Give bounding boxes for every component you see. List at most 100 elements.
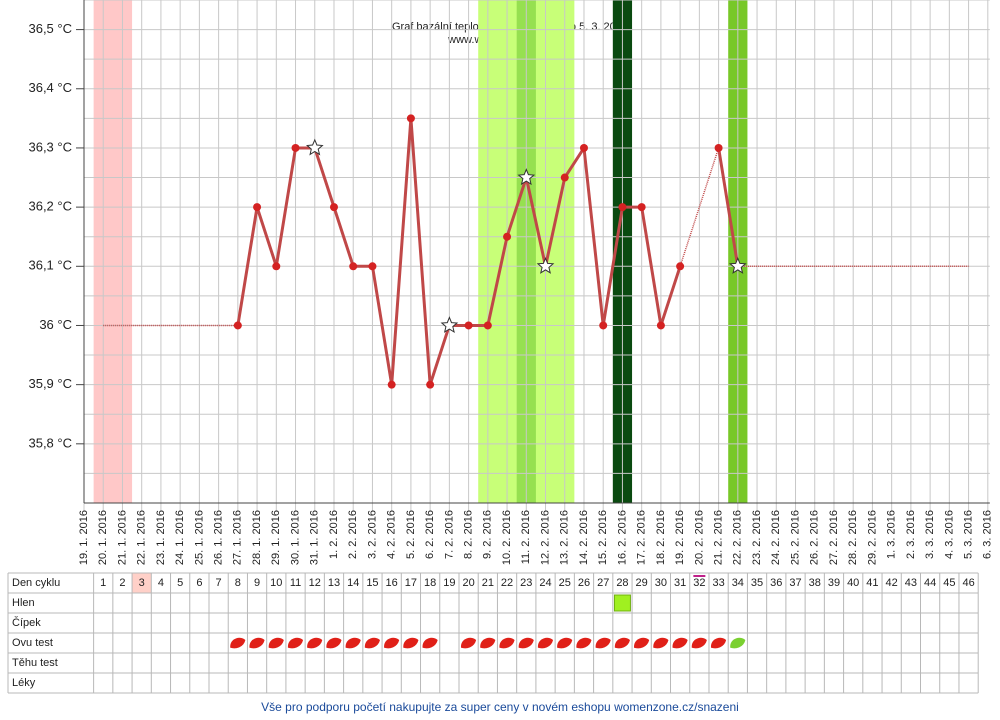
- cycle-day: 39: [828, 577, 840, 589]
- data-point: [426, 380, 435, 389]
- star-point: [517, 168, 536, 186]
- x-tick-label: 3. 2. 2016: [366, 510, 378, 559]
- x-tick-label: 6. 3. 2016: [982, 510, 994, 559]
- row-label: Těhu test: [12, 657, 58, 669]
- ovu-test-icon: [267, 637, 285, 650]
- data-point: [406, 114, 415, 123]
- data-point: [560, 173, 569, 182]
- ovu-test-icon: [652, 637, 670, 650]
- x-tick-label: 15. 2. 2016: [597, 510, 609, 565]
- cycle-day: 37: [789, 577, 801, 589]
- x-tick-label: 19. 2. 2016: [674, 510, 686, 565]
- cycle-day: 9: [254, 577, 260, 589]
- data-point: [483, 321, 492, 330]
- x-tick-label: 25. 2. 2016: [789, 510, 801, 565]
- x-tick-label: 20. 2. 2016: [693, 510, 705, 565]
- row-label: Den cyklu: [12, 577, 60, 589]
- footer-link[interactable]: Vše pro podporu početí nakupujte za supe…: [261, 700, 739, 714]
- x-tick-label: 19. 1. 2016: [78, 510, 90, 565]
- x-tick-label: 1. 3. 2016: [886, 510, 898, 559]
- x-tick-label: 8. 2. 2016: [463, 510, 475, 559]
- ovu-test-icon: [498, 637, 516, 650]
- ovu-test-icon: [633, 637, 651, 650]
- cycle-day: 18: [424, 577, 436, 589]
- x-tick-label: 11. 2. 2016: [520, 510, 532, 564]
- cycle-day: 4: [158, 577, 164, 589]
- cycle-day: 35: [751, 577, 763, 589]
- y-tick-label: 36,1 °C: [28, 258, 72, 273]
- x-tick-label: 23. 1. 2016: [155, 510, 167, 565]
- data-point: [272, 262, 281, 271]
- x-tick-label: 2. 3. 2016: [905, 510, 917, 559]
- ovu-test-icon: [306, 637, 324, 650]
- cycle-day: 23: [520, 577, 532, 589]
- x-tick-label: 26. 2. 2016: [809, 510, 821, 565]
- x-tick-label: 25. 1. 2016: [193, 510, 205, 565]
- cycle-day: 41: [866, 577, 878, 589]
- x-tick-label: 3. 3. 2016: [924, 510, 936, 559]
- cycle-day: 21: [482, 577, 494, 589]
- cycle-day: 6: [196, 577, 202, 589]
- cycle-day: 13: [328, 577, 340, 589]
- data-point: [349, 262, 358, 271]
- data-point: [387, 380, 396, 389]
- cycle-day: 42: [886, 577, 898, 589]
- data-point: [291, 143, 300, 152]
- x-tick-label: 6. 2. 2016: [424, 510, 436, 559]
- data-point: [676, 262, 685, 271]
- x-tick-label: 1. 2. 2016: [328, 510, 340, 559]
- row-label: Léky: [12, 677, 36, 689]
- cycle-day: 7: [216, 577, 222, 589]
- x-tick-label: 17. 2. 2016: [636, 510, 648, 565]
- y-tick-label: 36,3 °C: [28, 139, 72, 154]
- lines-layer: [103, 118, 969, 386]
- cycle-day: 33: [712, 577, 724, 589]
- ovu-test-icon: [421, 637, 439, 650]
- cycle-day: 46: [962, 577, 974, 589]
- x-tick-label: 21. 1. 2016: [116, 510, 128, 565]
- x-tick-label: 31. 1. 2016: [309, 510, 321, 565]
- cycle-day: 8: [235, 577, 241, 589]
- x-tick-label: 16. 2. 2016: [616, 510, 628, 565]
- cycle-day: 28: [616, 577, 628, 589]
- cycle-day: 1: [100, 577, 106, 589]
- cycle-day: 44: [924, 577, 936, 589]
- x-tick-label: 28. 2. 2016: [847, 510, 859, 565]
- x-tick-label: 18. 2. 2016: [655, 510, 667, 565]
- ovu-test-icon: [479, 637, 497, 650]
- ovu-test-icon: [229, 637, 247, 650]
- cycle-day: 17: [405, 577, 417, 589]
- labels-layer: 35,8 °C 35,9 °C 36 °C 36,1 °C 36,2 °C 36,3 °C…: [28, 21, 993, 565]
- data-point: [618, 203, 627, 212]
- x-tick-label: 5. 3. 2016: [962, 510, 974, 559]
- cycle-day: 11: [290, 577, 301, 589]
- cycle-day: 14: [347, 577, 359, 589]
- ovu-test-icon: [556, 637, 574, 650]
- row-label: Čípek: [12, 616, 41, 629]
- ovu-test-icon: [690, 637, 708, 650]
- data-point: [714, 143, 723, 152]
- ovu-test-icon: [364, 637, 381, 650]
- cycle-day: 15: [366, 577, 378, 589]
- ovu-test-icon: [402, 637, 420, 650]
- x-tick-label: 12. 2. 2016: [539, 510, 551, 565]
- x-tick-label: 2. 2. 2016: [347, 510, 359, 559]
- x-tick-label: 27. 2. 2016: [828, 510, 840, 565]
- cycle-day: 12: [309, 577, 321, 589]
- cycle-day: 29: [636, 577, 648, 589]
- hlen-mark: [613, 594, 631, 612]
- x-tick-label: 5. 2. 2016: [405, 510, 417, 559]
- cycle-day: 19: [443, 577, 455, 589]
- x-tick-label: 21. 2. 2016: [712, 510, 724, 565]
- ovu-test-icon: [517, 637, 535, 650]
- cycle-day: 34: [732, 577, 744, 589]
- data-point: [329, 203, 338, 212]
- ovu-test-icon: [614, 637, 631, 650]
- data-point: [503, 232, 512, 241]
- phase-band: [93, 0, 133, 503]
- dotted-connector: [679, 147, 720, 267]
- x-tick-label: 22. 2. 2016: [732, 510, 744, 565]
- ovu-test-icon: [671, 637, 689, 650]
- cycle-day: 10: [270, 577, 282, 589]
